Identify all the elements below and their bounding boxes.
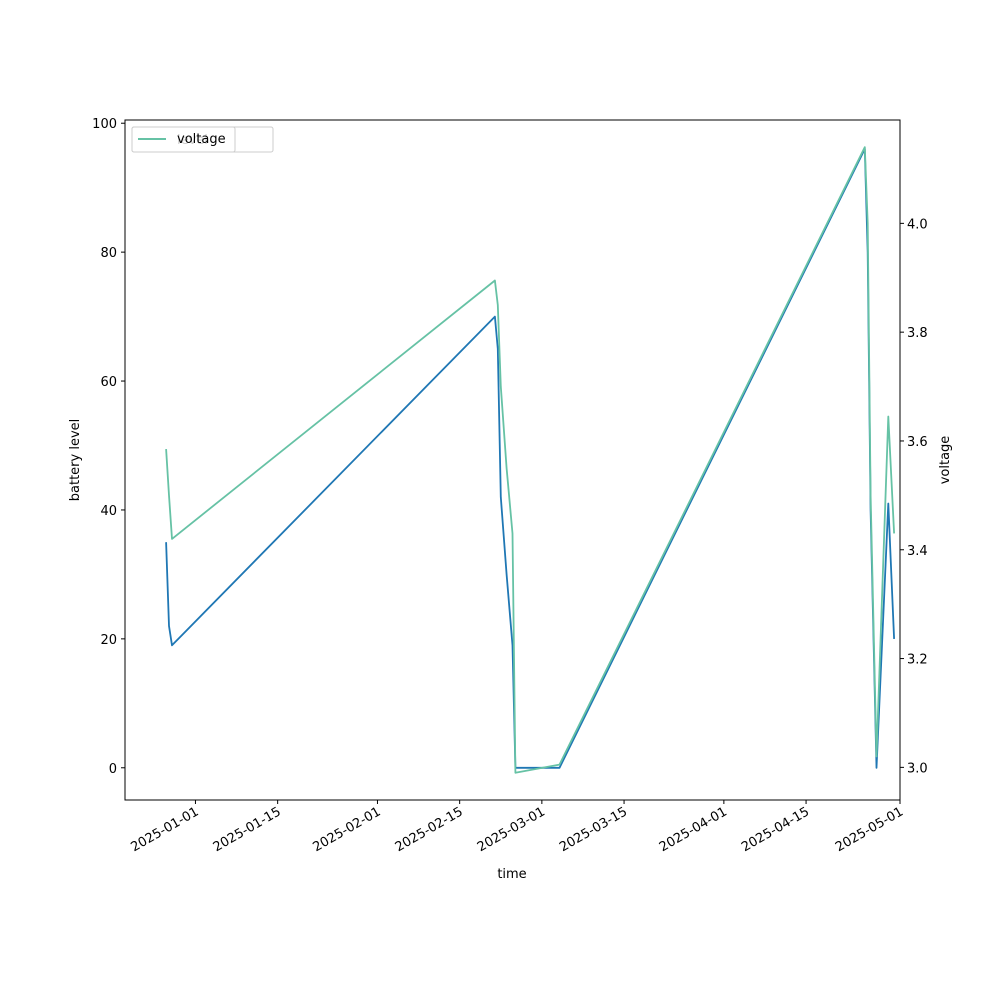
y-left-tick-label: 80 (100, 246, 117, 261)
y-right-tick-label: 3.6 (907, 435, 928, 450)
y-right-tick-label: 3.0 (907, 761, 928, 776)
x-tick-label: 2025-02-15 (393, 804, 466, 855)
x-tick-label: 2025-01-01 (129, 804, 202, 855)
x-tick-label: 2025-04-01 (657, 804, 730, 855)
x-tick-label: 2025-03-01 (475, 804, 548, 855)
y-left-tick-label: 40 (100, 504, 117, 519)
y-left-tick-label: 0 (109, 762, 117, 777)
x-tick-label: 2025-03-15 (557, 804, 630, 855)
x-tick-label: 2025-05-01 (833, 804, 906, 855)
y-left-tick-label: 100 (92, 117, 117, 132)
y-axis-left-label: battery level (68, 419, 83, 502)
series-line-level (165, 148, 895, 769)
legend-label-voltage: voltage (177, 132, 226, 147)
x-axis-label: time (497, 867, 526, 882)
y-right-tick-label: 3.8 (907, 326, 928, 341)
y-left-tick-label: 60 (100, 375, 117, 390)
plot-frame (124, 119, 901, 801)
y-axis-left: 0 20 40 60 80 100 (92, 117, 125, 777)
y-left-tick-label: 20 (100, 633, 117, 648)
series-layer (165, 146, 895, 774)
legend-box-voltage (131, 126, 236, 153)
y-right-tick-label: 3.2 (907, 653, 928, 668)
legend: level voltage (131, 126, 274, 153)
y-axis-right: 3.0 3.2 3.4 3.6 3.8 4.0 (900, 217, 928, 776)
x-tick-label: 2025-01-15 (211, 804, 284, 855)
x-tick-label: 2025-02-01 (311, 804, 384, 855)
x-axis: 2025-01-01 2025-01-15 2025-02-01 2025-02-15… (129, 800, 906, 855)
x-tick-label: 2025-04-15 (739, 804, 812, 855)
y-axis-right-label: voltage (938, 436, 953, 485)
y-right-tick-label: 4.0 (907, 217, 928, 232)
y-right-tick-label: 3.4 (907, 544, 928, 559)
series-line-voltage (165, 146, 895, 774)
